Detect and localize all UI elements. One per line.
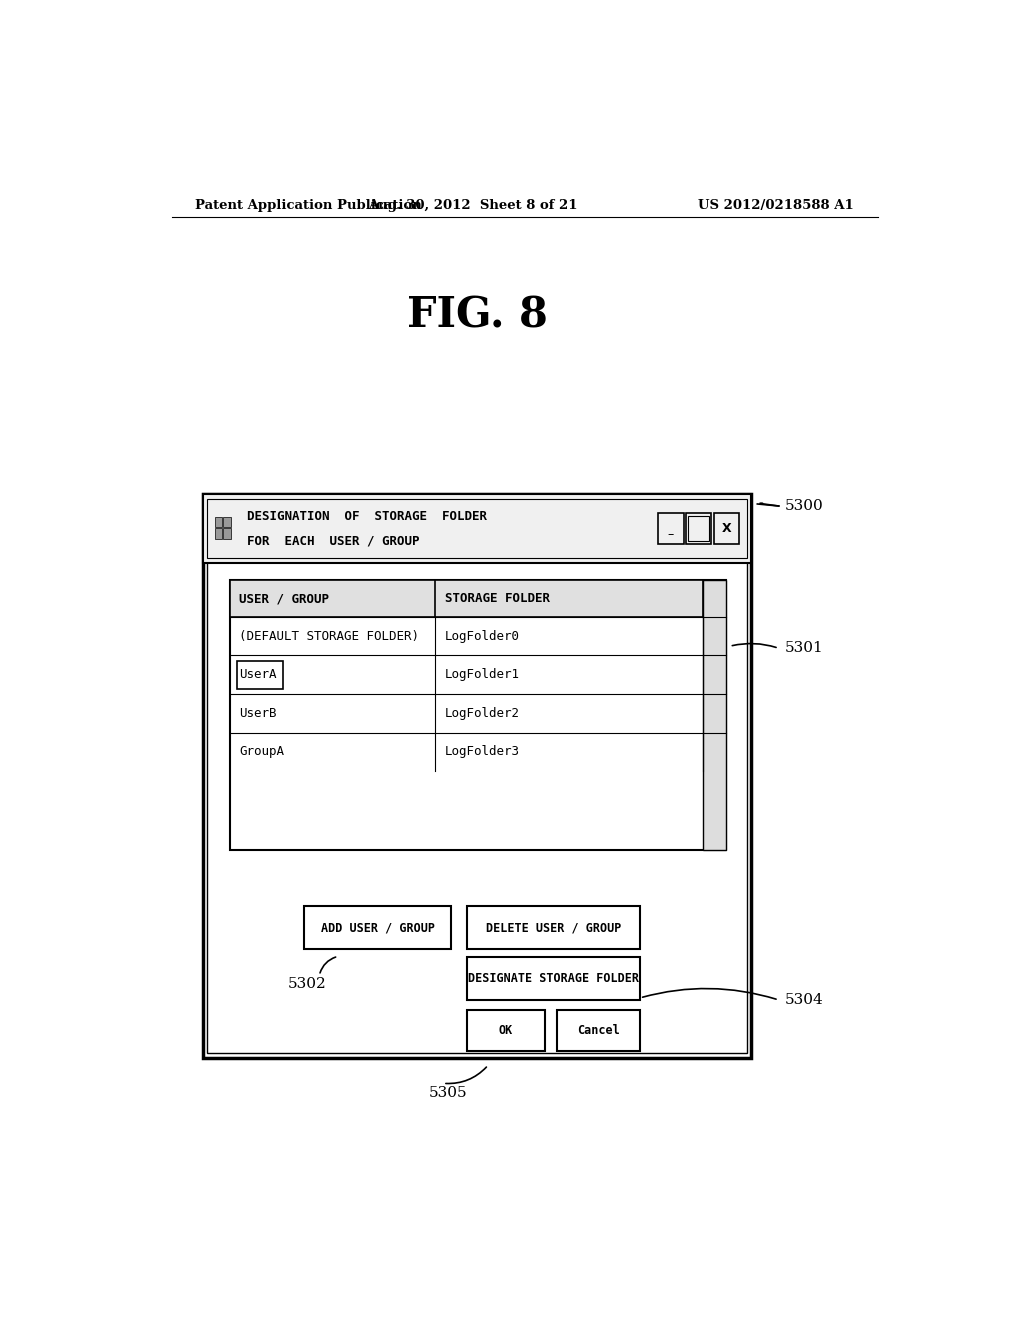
Bar [703,581,726,850]
Bar [214,528,222,539]
Text: –: – [668,528,674,541]
Text: 5301: 5301 [785,642,824,655]
Text: UserA: UserA [240,668,276,681]
Bar [204,494,751,1057]
Text: DESIGNATE STORAGE FOLDER: DESIGNATE STORAGE FOLDER [468,972,639,985]
Bar [229,581,726,616]
Text: OK: OK [499,1024,513,1038]
Bar [714,513,739,544]
Text: DESIGNATION  OF  STORAGE  FOLDER: DESIGNATION OF STORAGE FOLDER [247,510,487,523]
Text: X: X [722,521,731,535]
Text: 5300: 5300 [785,499,824,513]
Bar [237,660,283,689]
Bar [467,957,640,1001]
Text: DELETE USER / GROUP: DELETE USER / GROUP [485,921,622,935]
Bar [229,581,726,850]
Text: 5304: 5304 [785,993,824,1007]
Bar [207,499,746,1053]
Bar [467,1010,545,1051]
Text: LogFolder1: LogFolder1 [445,668,520,681]
Bar [304,907,451,949]
Text: STORAGE FOLDER: STORAGE FOLDER [445,591,550,605]
Text: 5302: 5302 [288,977,327,991]
Bar [223,528,231,539]
Text: FOR  EACH  USER / GROUP: FOR EACH USER / GROUP [247,535,420,546]
Text: 5305: 5305 [429,1086,467,1101]
Text: Aug. 30, 2012  Sheet 8 of 21: Aug. 30, 2012 Sheet 8 of 21 [369,198,578,211]
Bar [658,513,684,544]
Text: LogFolder3: LogFolder3 [445,746,520,759]
Text: USER / GROUP: USER / GROUP [240,591,329,605]
Bar [686,513,712,544]
Bar [467,907,640,949]
Text: GroupA: GroupA [240,746,284,759]
Text: ADD USER / GROUP: ADD USER / GROUP [321,921,434,935]
Bar [204,494,751,562]
Text: US 2012/0218588 A1: US 2012/0218588 A1 [698,198,854,211]
Text: Patent Application Publication: Patent Application Publication [196,198,422,211]
Text: UserB: UserB [240,706,276,719]
Bar [214,517,222,528]
Text: Cancel: Cancel [578,1024,620,1038]
Text: LogFolder2: LogFolder2 [445,706,520,719]
Text: LogFolder0: LogFolder0 [445,630,520,643]
Bar [223,517,231,528]
Bar [207,499,746,558]
Bar [557,1010,640,1051]
Text: (DEFAULT STORAGE FOLDER): (DEFAULT STORAGE FOLDER) [240,630,419,643]
Bar [688,516,709,541]
Text: FIG. 8: FIG. 8 [407,294,548,337]
